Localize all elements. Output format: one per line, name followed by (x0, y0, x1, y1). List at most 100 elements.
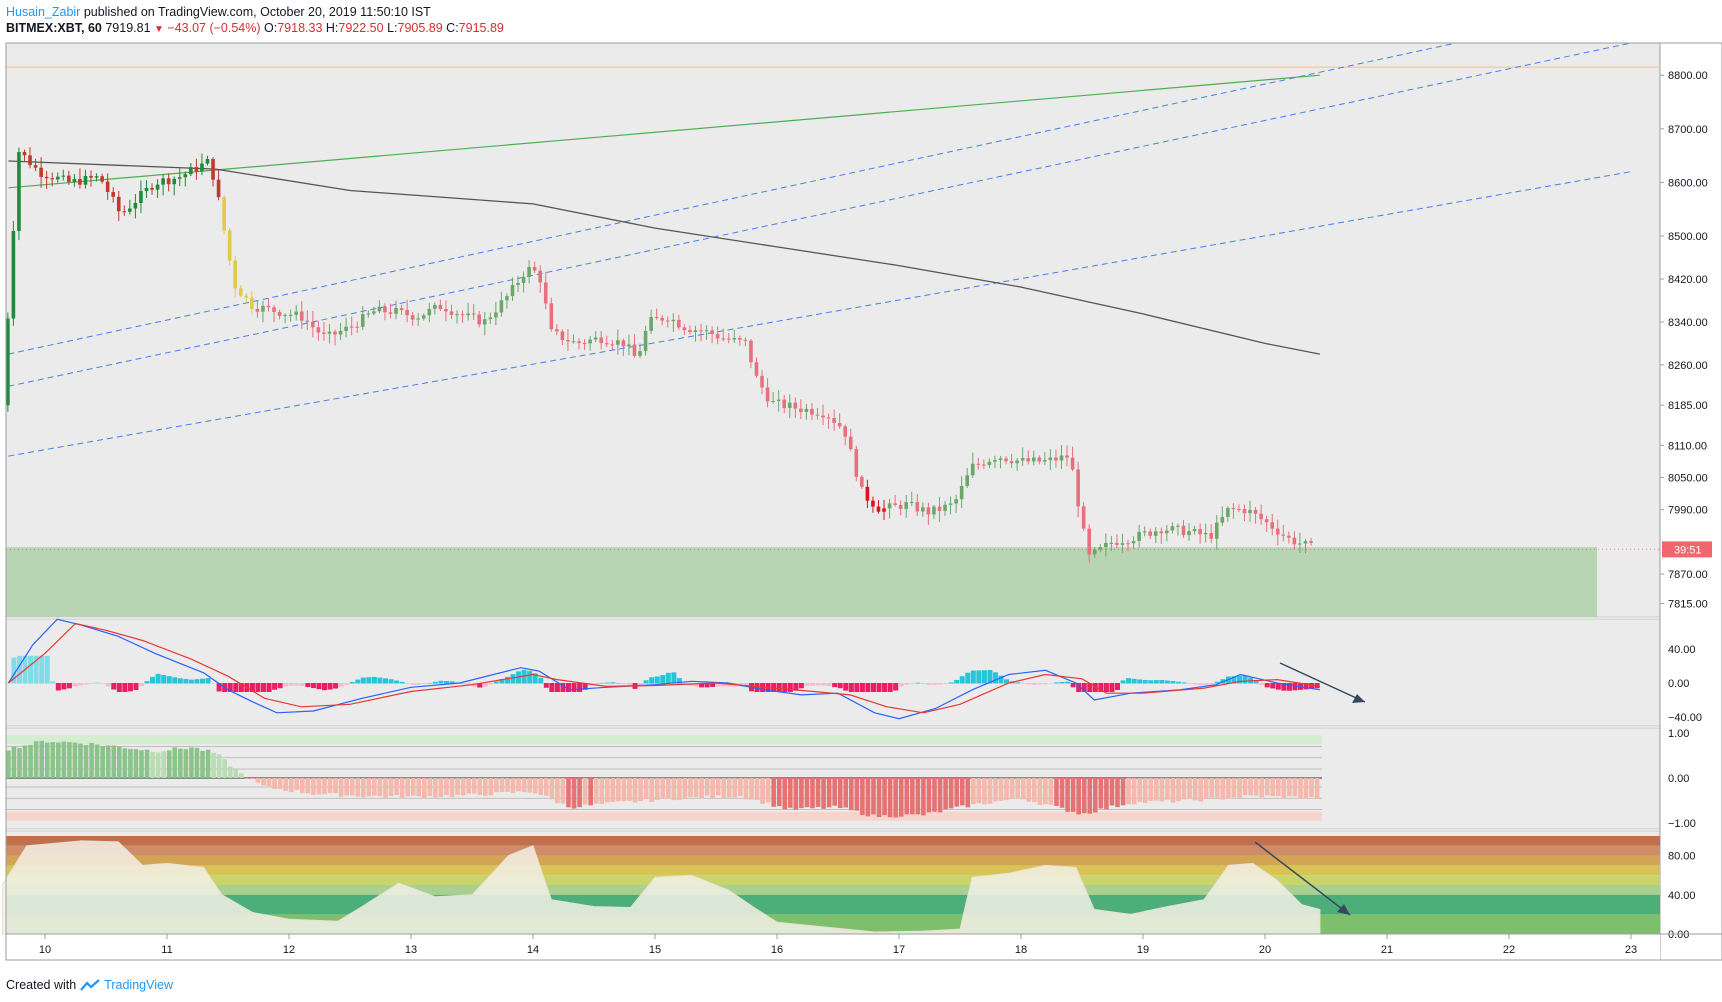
candle-body (521, 276, 526, 283)
candle-body (638, 351, 642, 356)
oscillator-bar (1287, 778, 1292, 797)
chart-frame (5, 42, 1722, 961)
candle-body (1104, 542, 1108, 548)
oscillator-tick-label: −1.00 (1668, 818, 1696, 830)
oscillator-bar (1198, 778, 1203, 802)
oscillator-bar (44, 742, 50, 778)
macd-histogram-bar (865, 683, 871, 692)
candle-body (488, 317, 493, 320)
oscillator-bar (921, 778, 926, 816)
candle-body (6, 318, 10, 406)
oscillator-bar (660, 778, 666, 798)
candle-body (593, 337, 598, 340)
oscillator-bar (128, 748, 133, 778)
macd-histogram-bar (504, 676, 510, 684)
oscillator-bar (1192, 778, 1198, 801)
macd-histogram-bar (965, 672, 971, 684)
candle-body (1264, 519, 1269, 523)
oscillator-bar (433, 778, 438, 798)
oscillator-bar (227, 766, 233, 778)
macd-histogram-bar (94, 682, 100, 684)
oscillator-bar (1215, 778, 1220, 798)
candle-body (1048, 457, 1053, 461)
oscillator-bar (926, 778, 932, 813)
oscillator-bar (161, 751, 166, 778)
oscillator-bar (67, 742, 72, 778)
candle-body (1309, 541, 1313, 543)
tradingview-brand[interactable]: TradingView (104, 978, 173, 992)
oscillator-bar (954, 778, 959, 807)
macd-histogram-bar (138, 683, 144, 687)
macd-histogram-bar (443, 681, 449, 684)
candle-body (444, 309, 448, 312)
candle-body (128, 208, 132, 212)
macd-histogram-bar (33, 655, 39, 684)
macd-histogram-bar (876, 683, 882, 692)
candle-body (227, 230, 232, 261)
oscillator-bar (721, 778, 727, 799)
oscillator-bar (499, 778, 505, 792)
oscillator-bar (1248, 778, 1253, 796)
macd-histogram-bar (333, 683, 339, 689)
candle-body (150, 187, 154, 190)
candle-body (44, 176, 49, 179)
author-link[interactable]: Husain_Zabir (6, 5, 81, 19)
oscillator-bar (832, 778, 837, 806)
oscillator-bar (410, 778, 416, 796)
macd-histogram-bar (676, 678, 682, 684)
oscillator-bar (704, 778, 710, 796)
candle-body (616, 340, 620, 345)
candle-body (288, 314, 293, 316)
macd-histogram-bar (981, 670, 987, 684)
macd-histogram-bar (937, 683, 943, 685)
candle-body (144, 187, 149, 192)
candle-body (787, 402, 792, 408)
oscillator-bar (1009, 778, 1015, 799)
candle-body (1081, 506, 1086, 529)
candle-body (1009, 461, 1014, 464)
oscillator-bar (366, 778, 372, 797)
candle-body (388, 312, 393, 314)
heat-band (6, 855, 1660, 866)
macd-histogram-bar (798, 683, 804, 689)
macd-histogram-bar (915, 682, 921, 684)
macd-histogram-bar (582, 683, 588, 690)
oscillator-bar (338, 778, 344, 797)
macd-histogram-bar (1037, 683, 1043, 685)
candle-body (704, 330, 709, 332)
open-value: 7918.33 (277, 21, 323, 35)
candle-body (821, 415, 825, 418)
oscillator-bar (166, 750, 172, 778)
macd-histogram-bar (1137, 679, 1143, 684)
oscillator-bar (560, 778, 566, 804)
candle-body (250, 297, 254, 309)
oscillator-bar (510, 778, 516, 794)
candle-body (738, 338, 742, 340)
oscillator-bar (577, 778, 582, 808)
candle-body (50, 178, 55, 180)
oscillator-bar (61, 741, 67, 778)
oscillator-bar (272, 778, 277, 789)
macd-histogram-bar (283, 683, 289, 687)
oscillator-bar (183, 749, 189, 778)
oscillator-bar (1054, 778, 1059, 806)
oscillator-bar (876, 778, 882, 818)
candle-body (1031, 457, 1036, 462)
macd-histogram-bar (1042, 683, 1048, 685)
oscillator-bar (72, 742, 78, 778)
candle-body (1148, 531, 1153, 536)
candle-body (665, 320, 670, 322)
candle-body (1287, 535, 1291, 538)
candle-body (549, 303, 554, 330)
oscillator-bar (388, 778, 394, 797)
macd-histogram-bar (77, 683, 83, 686)
macd-histogram-bar (360, 677, 366, 684)
candle-body (1026, 458, 1031, 462)
macd-histogram-bar (310, 683, 316, 689)
candle-body (277, 311, 282, 316)
candle-body (222, 197, 226, 231)
macd-histogram-bar (316, 683, 322, 690)
oscillator-bar (94, 744, 100, 778)
macd-histogram-bar (554, 683, 560, 692)
